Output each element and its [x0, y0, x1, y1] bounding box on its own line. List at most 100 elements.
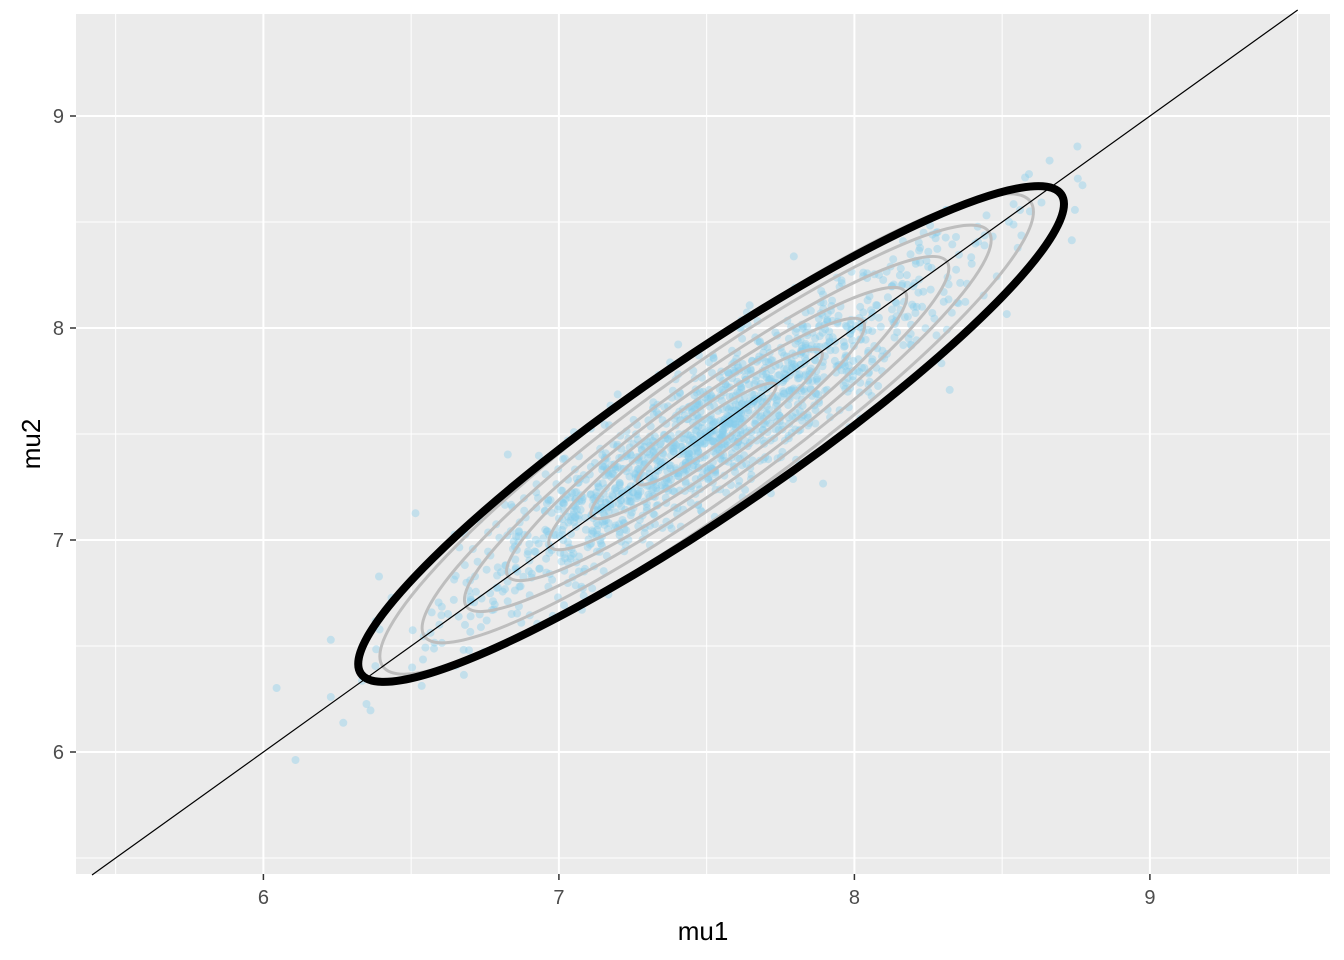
scatter-point [594, 482, 603, 491]
scatter-point [542, 499, 551, 508]
scatter-point [712, 418, 720, 427]
scatter-point [704, 358, 713, 367]
scatter-point [924, 247, 933, 256]
scatter-point [723, 420, 732, 429]
x-tick-label: 8 [849, 887, 860, 909]
scatter-point [600, 420, 609, 429]
scatter-point [826, 346, 835, 355]
scatter-point [896, 264, 905, 273]
scatter-point [788, 364, 797, 372]
scatter-point [714, 433, 723, 442]
reference-line [91, 9, 1299, 876]
scatter-point [649, 446, 658, 455]
scatter-point [592, 519, 601, 527]
scatter-point [823, 341, 832, 350]
scatter-point [745, 301, 754, 310]
scatter-point [459, 645, 468, 654]
scatter-point [858, 363, 866, 372]
scatter-point [660, 478, 669, 487]
scatter-point [916, 243, 925, 252]
scatter-point [459, 670, 468, 679]
scatter-point [945, 385, 954, 394]
scatter-point [796, 360, 805, 369]
scatter-point [513, 609, 522, 618]
scatter-point [738, 334, 747, 343]
scatter-point [566, 493, 575, 502]
scatter-point [735, 417, 744, 426]
scatter-point [879, 276, 888, 284]
scatter-point [669, 447, 678, 456]
scatter-point [466, 627, 475, 636]
scatter-point [724, 368, 733, 377]
scatter-point [588, 584, 597, 593]
scatter-point [777, 392, 786, 401]
scatter-point [825, 333, 834, 342]
scatter-point [449, 595, 458, 604]
scatter-point [541, 525, 550, 534]
scatter-point [971, 239, 980, 248]
scatter-point [780, 369, 789, 378]
scatter-point [825, 327, 834, 336]
scatter-point [654, 466, 663, 475]
scatter-point [570, 488, 579, 497]
scatter-point [794, 374, 802, 383]
scatter-point [720, 415, 729, 424]
scatter-point [737, 385, 746, 394]
scatter-point [807, 341, 816, 350]
scatter-point [718, 430, 727, 439]
scatter-point [909, 302, 918, 311]
scatter-point [778, 348, 786, 357]
scatter-point [674, 472, 683, 480]
scatter-point [569, 549, 578, 558]
scatter-point [574, 511, 583, 520]
scatter-point [560, 550, 569, 558]
scatter-point [856, 302, 865, 311]
scatter-point [704, 433, 713, 442]
scatter-point [750, 390, 759, 399]
scatter-point [719, 427, 727, 436]
scatter-point [930, 314, 939, 323]
scatter-point [814, 390, 823, 399]
scatter-point [371, 662, 380, 671]
scatter-point [667, 475, 675, 484]
scatter-point [919, 287, 928, 296]
scatter-point [587, 490, 595, 499]
scatter-point [617, 502, 626, 511]
grid-major [76, 14, 1330, 874]
scatter-point [696, 430, 705, 438]
scatter-point [775, 411, 784, 420]
scatter-point [859, 308, 868, 317]
scatter-point [1017, 231, 1026, 240]
scatter-point [615, 531, 624, 540]
scatter-point [572, 505, 581, 514]
scatter-point [728, 435, 737, 443]
scatter-point [928, 309, 937, 317]
scatter-point [787, 356, 796, 365]
scatter-point [734, 454, 743, 463]
scatter-point [592, 488, 601, 497]
scatter-point [767, 374, 776, 383]
scatter-point [597, 503, 606, 512]
scatter-point [701, 428, 710, 437]
scatter-point [947, 308, 956, 317]
scatter-point [817, 287, 826, 295]
scatter-point [742, 460, 751, 468]
scatter-point [686, 498, 695, 507]
scatter-point [735, 476, 744, 485]
scatter-point [509, 537, 518, 546]
scatter-point [674, 340, 683, 349]
scatter-point [558, 526, 567, 534]
scatter-point [1009, 200, 1018, 209]
scatter-point [806, 306, 815, 315]
scatter-point [640, 528, 649, 537]
scatter-point [645, 450, 654, 459]
scatter-point [514, 528, 523, 537]
scatter-point [437, 602, 446, 611]
scatter-point [731, 468, 739, 476]
scatter-point [705, 415, 714, 424]
scatter-point [775, 370, 784, 379]
scatter-point [451, 571, 460, 580]
scatter-point [773, 396, 781, 405]
scatter-point [830, 356, 839, 365]
scatter-point [656, 440, 665, 449]
